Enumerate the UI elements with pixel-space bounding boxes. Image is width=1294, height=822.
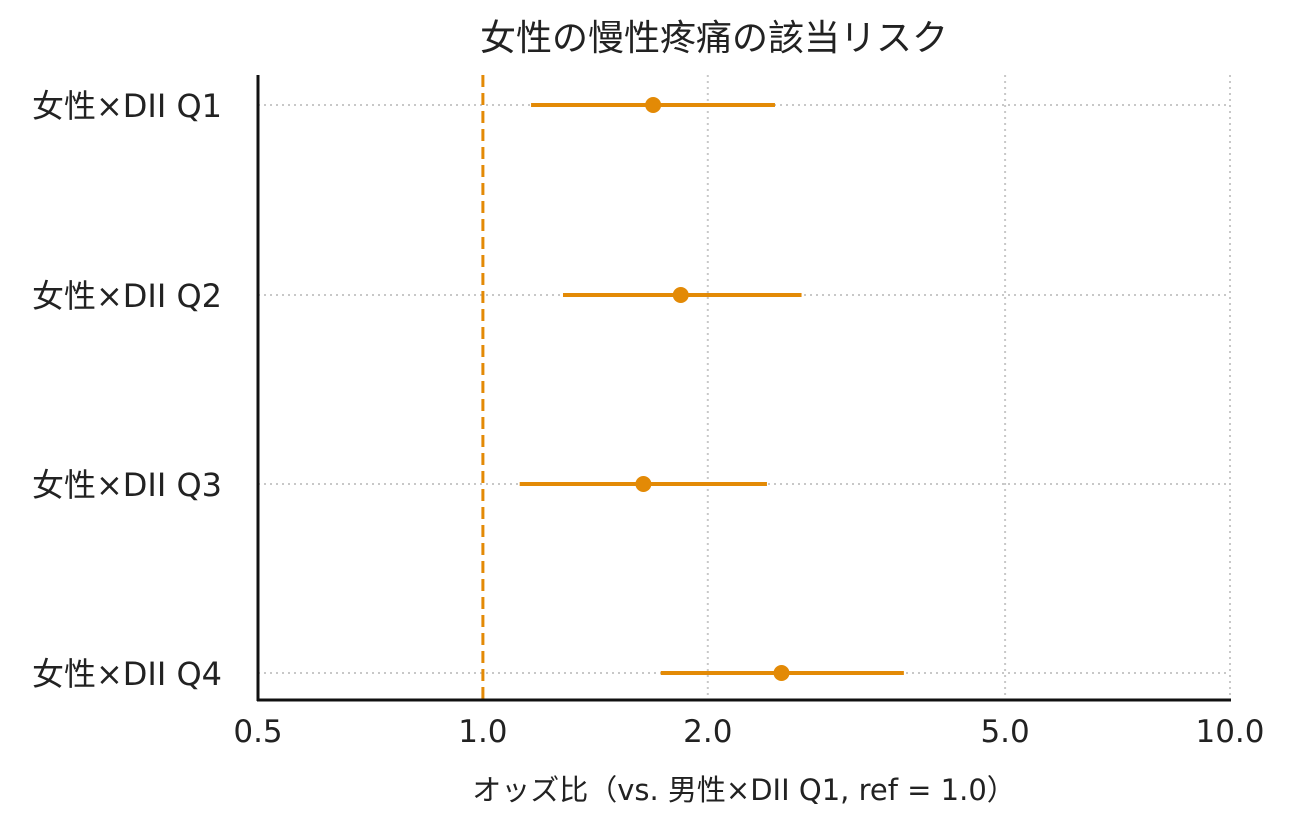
y-tick-label: 女性×DII Q2 xyxy=(32,277,222,315)
y-tick-label: 女性×DII Q4 xyxy=(32,655,222,693)
chart-title: 女性の慢性疼痛の該当リスク xyxy=(480,18,948,59)
estimate-point xyxy=(635,476,652,492)
y-tick-label: 女性×DII Q3 xyxy=(32,466,222,504)
x-tick-label: 2.0 xyxy=(683,714,732,750)
y-tick-label: 女性×DII Q1 xyxy=(32,87,222,125)
estimate-point xyxy=(672,287,689,303)
estimate-point xyxy=(773,665,790,681)
x-tick-label: 1.0 xyxy=(458,714,507,750)
x-tick-label: 0.5 xyxy=(233,714,282,750)
x-tick-label: 5.0 xyxy=(980,714,1029,750)
estimate-point xyxy=(645,97,662,113)
x-tick-label: 10.0 xyxy=(1195,714,1264,750)
x-axis-label: オッズ比（vs. 男性×DII Q1, ref = 1.0） xyxy=(472,773,1016,807)
